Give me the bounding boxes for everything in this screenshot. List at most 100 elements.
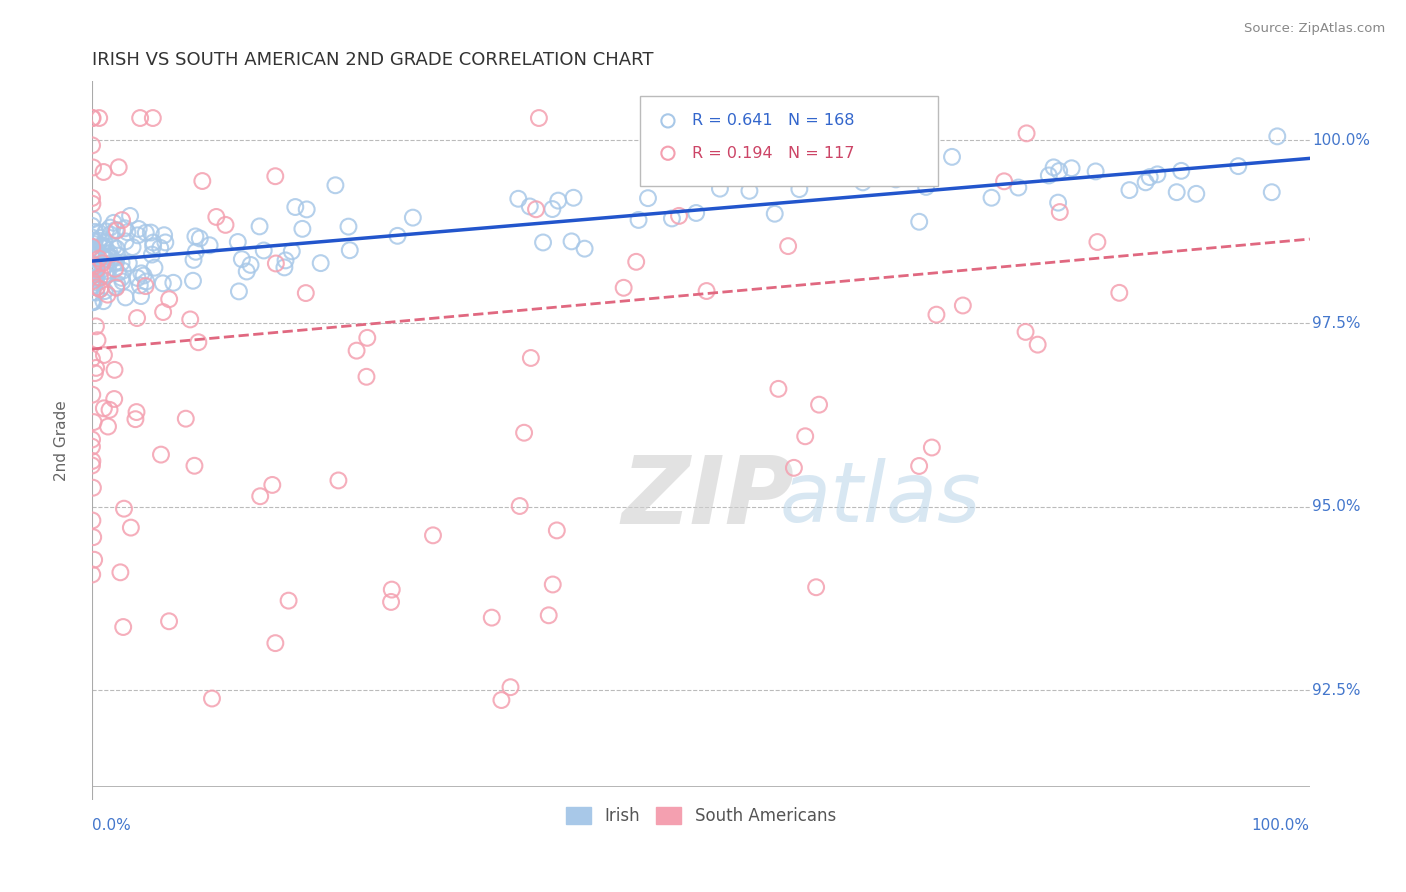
Point [82, 274, 104, 288]
Text: 97.5%: 97.5% [1312, 316, 1361, 331]
Point [83, 234, 105, 248]
Point [668, 209, 690, 223]
Point [613, 281, 636, 295]
Point [346, 343, 368, 358]
Point [264, 169, 287, 184]
Point [294, 286, 316, 301]
Point [94, 252, 117, 266]
Point [114, 235, 136, 249]
Point [201, 691, 224, 706]
Point [157, 614, 180, 628]
Point [84, 225, 107, 239]
Point [337, 219, 360, 234]
Point [231, 252, 253, 267]
Point [941, 150, 963, 164]
Text: R = 0.641   N = 168: R = 0.641 N = 168 [692, 113, 855, 128]
Point [107, 161, 129, 175]
Point [84, 285, 107, 300]
Point [89, 270, 111, 285]
Point [637, 191, 659, 205]
Point [111, 213, 134, 227]
Point [117, 225, 139, 239]
Point [110, 270, 132, 285]
Point [124, 412, 146, 426]
Point [96, 268, 118, 283]
Point [925, 308, 948, 322]
Point [103, 216, 125, 230]
Point [291, 222, 314, 236]
Point [509, 499, 531, 513]
Text: 92.5%: 92.5% [1312, 682, 1361, 698]
Point [93, 165, 115, 179]
Point [98, 246, 121, 260]
Point [111, 263, 134, 277]
Point [84, 258, 107, 272]
Point [82, 257, 104, 271]
Point [274, 253, 297, 268]
Point [105, 242, 128, 256]
Point [1227, 159, 1250, 173]
Point [380, 595, 402, 609]
Point [120, 520, 142, 534]
Point [86, 269, 108, 284]
Point [1185, 186, 1208, 201]
Point [105, 281, 128, 295]
Text: 100.0%: 100.0% [1312, 133, 1371, 147]
Point [1087, 235, 1109, 249]
Point [93, 348, 115, 362]
Point [80, 433, 103, 447]
Point [82, 196, 104, 211]
Point [537, 608, 560, 623]
Point [82, 567, 104, 582]
Point [980, 191, 1002, 205]
Point [709, 181, 731, 195]
Point [187, 335, 209, 350]
Point [83, 295, 105, 310]
Point [339, 244, 361, 258]
Point [98, 249, 121, 263]
Point [94, 241, 117, 255]
Point [84, 366, 107, 380]
Point [205, 210, 228, 224]
Point [783, 460, 806, 475]
Point [104, 223, 127, 237]
Point [93, 401, 115, 416]
Text: ZIP: ZIP [621, 452, 794, 544]
Point [80, 219, 103, 233]
Point [143, 260, 166, 275]
Point [83, 260, 105, 275]
Point [82, 247, 104, 261]
Point [107, 266, 129, 280]
Point [541, 577, 564, 591]
Point [908, 458, 931, 473]
Point [82, 387, 104, 401]
Point [387, 228, 409, 243]
Point [513, 425, 536, 440]
Point [135, 279, 157, 293]
Point [80, 230, 103, 244]
Point [94, 259, 117, 273]
Point [277, 593, 299, 607]
Point [82, 295, 104, 310]
Point [89, 234, 111, 248]
Point [87, 252, 110, 266]
Text: 2nd Grade: 2nd Grade [53, 401, 69, 481]
Point [264, 636, 287, 650]
Point [125, 311, 148, 326]
Point [112, 501, 135, 516]
Point [235, 264, 257, 278]
Point [97, 287, 120, 301]
Point [239, 258, 262, 272]
Point [191, 174, 214, 188]
Point [86, 260, 108, 274]
Point [83, 243, 105, 257]
Point [100, 251, 122, 265]
Point [1084, 164, 1107, 178]
Point [139, 226, 162, 240]
Point [104, 256, 127, 270]
Point [94, 264, 117, 278]
Point [142, 239, 165, 253]
Point [174, 411, 197, 425]
Point [84, 276, 107, 290]
Point [1166, 185, 1188, 199]
